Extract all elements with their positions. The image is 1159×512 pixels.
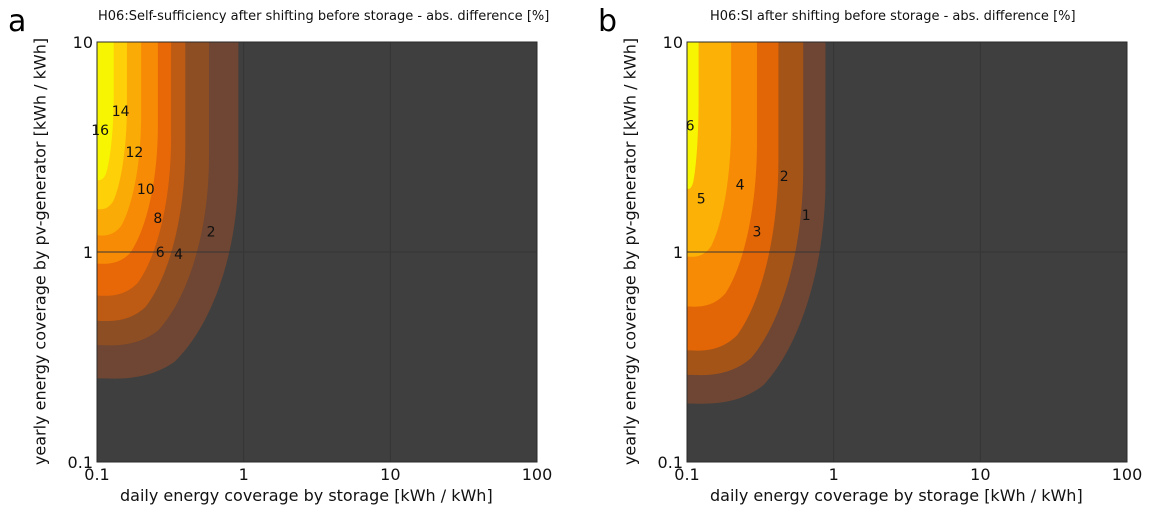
contour-label: 1 (802, 208, 811, 224)
y-tick-label: 1 (673, 243, 683, 262)
x-tick-label: 10 (970, 465, 990, 484)
contour-label: 10 (137, 182, 155, 198)
y-axis-label: yearly energy coverage by pv-generator [… (620, 37, 640, 466)
contour-band-level-16 (97, 42, 114, 181)
chart-panel-a: a H06:Self-sufficiency after shifting be… (0, 0, 560, 512)
panel-letter: b (598, 4, 618, 39)
chart-title: H06:SI after shifting before storage - a… (710, 9, 1076, 24)
x-tick-label: 0.1 (674, 465, 699, 484)
y-tick-label: 0.1 (68, 453, 93, 472)
contour-label: 4 (174, 247, 183, 263)
contour-label: 8 (153, 211, 162, 227)
contour-label: 12 (126, 145, 144, 161)
contour-label: 4 (736, 177, 745, 193)
x-tick-label: 100 (1112, 465, 1143, 484)
contour-label: 6 (686, 119, 695, 135)
x-axis-label: daily energy coverage by storage [kWh / … (120, 486, 493, 505)
x-tick-label: 0.1 (84, 465, 109, 484)
x-tick-label: 10 (380, 465, 400, 484)
contour-label: 2 (207, 225, 216, 241)
x-tick-label: 1 (239, 465, 249, 484)
contour-label: 16 (91, 123, 109, 139)
chart-panel-b: b H06:SI after shifting before storage -… (590, 0, 1150, 512)
x-axis-label: daily energy coverage by storage [kWh / … (710, 486, 1083, 505)
plot-frame (686, 41, 1128, 463)
contour-plot-b: 0.1 1 10 100 0.1 1 10 6 5 4 3 2 1 (658, 33, 1143, 484)
x-tick-label: 1 (829, 465, 839, 484)
y-tick-label: 10 (663, 33, 683, 52)
chart-title: H06:Self-sufficiency after shifting befo… (98, 9, 550, 24)
y-tick-label: 0.1 (658, 453, 683, 472)
contour-label: 5 (697, 191, 706, 207)
y-tick-label: 10 (73, 33, 93, 52)
contour-label: 2 (780, 169, 789, 185)
plot-frame (96, 41, 538, 463)
contour-band-level-6 (687, 42, 699, 189)
y-tick-label: 1 (83, 243, 93, 262)
panel-letter: a (8, 4, 27, 39)
x-tick-label: 100 (522, 465, 553, 484)
contour-label: 14 (112, 104, 130, 120)
y-axis-label: yearly energy coverage by pv-generator [… (30, 37, 50, 466)
contour-label: 6 (156, 245, 165, 261)
contour-label: 3 (753, 225, 762, 241)
